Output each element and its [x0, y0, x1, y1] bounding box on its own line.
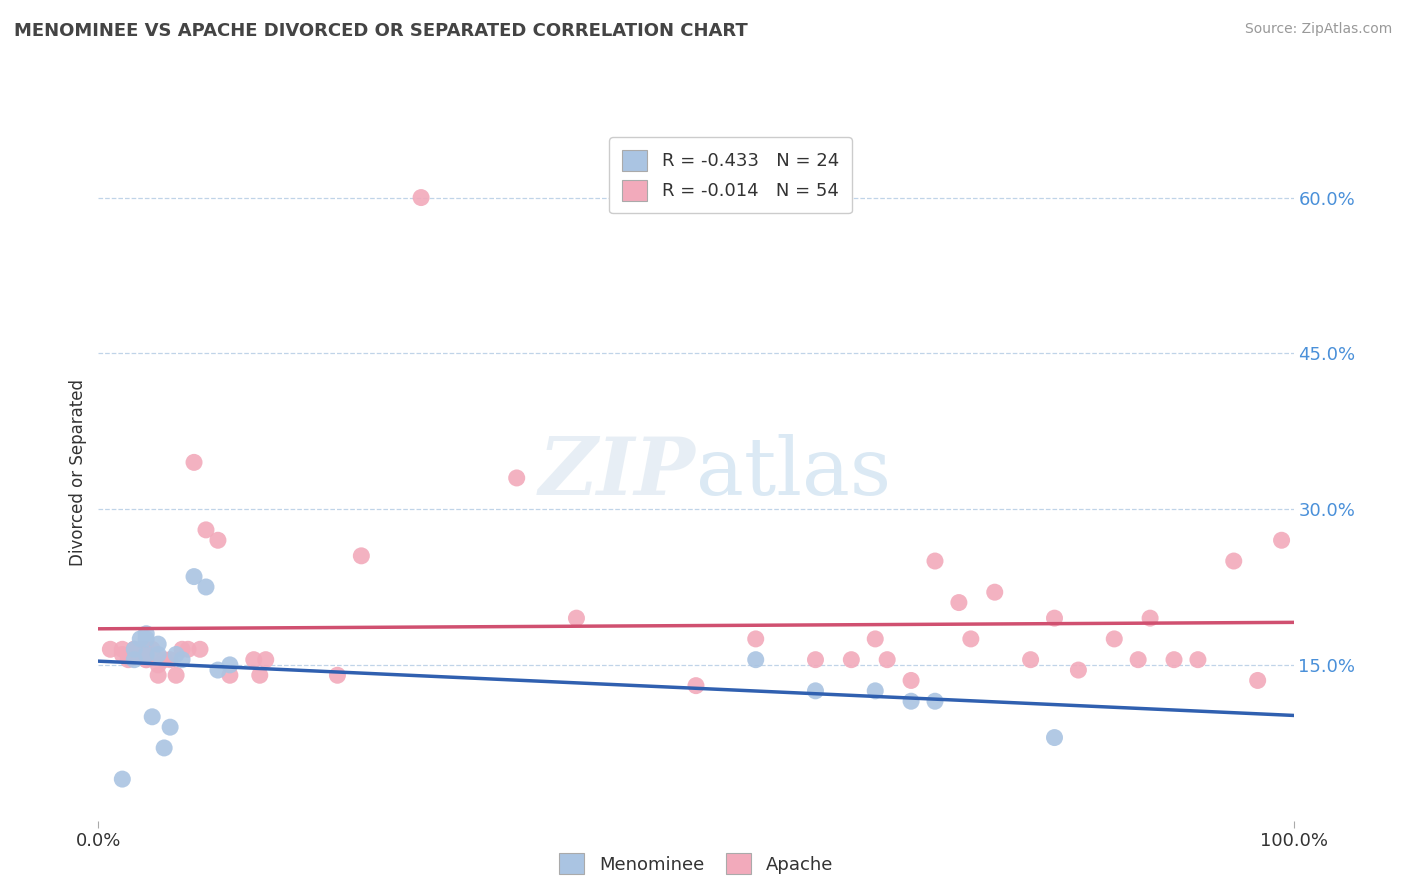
Point [117, 653, 139, 667]
Point [326, 668, 349, 682]
Point [1222, 554, 1246, 568]
Point [1139, 611, 1161, 625]
Point [172, 653, 194, 667]
Point [183, 455, 205, 469]
Point [1271, 533, 1294, 548]
Point [172, 642, 194, 657]
Point [841, 653, 863, 667]
Point [745, 653, 768, 667]
Point [350, 549, 373, 563]
Point [506, 471, 529, 485]
Point [188, 642, 211, 657]
Point [1102, 632, 1125, 646]
Point [1043, 611, 1066, 625]
Point [135, 626, 157, 640]
Point [135, 653, 157, 667]
Point [194, 523, 218, 537]
Point [177, 642, 200, 657]
Point [135, 648, 157, 662]
Text: Source: ZipAtlas.com: Source: ZipAtlas.com [1244, 22, 1392, 37]
Point [219, 657, 242, 672]
Point [111, 648, 134, 662]
Point [148, 668, 170, 682]
Point [111, 772, 134, 786]
Point [129, 642, 152, 657]
Point [685, 679, 707, 693]
Legend: Menominee, Apache: Menominee, Apache [553, 846, 839, 881]
Point [98, 642, 122, 657]
Point [876, 653, 898, 667]
Point [1019, 653, 1042, 667]
Point [900, 694, 922, 708]
Point [194, 580, 218, 594]
Text: ZIP: ZIP [538, 434, 696, 511]
Point [207, 663, 229, 677]
Point [1187, 653, 1209, 667]
Point [153, 741, 176, 756]
Point [900, 673, 922, 688]
Point [183, 569, 205, 583]
Point [411, 190, 433, 204]
Point [207, 533, 229, 548]
Point [1163, 653, 1185, 667]
Point [135, 653, 157, 667]
Point [243, 653, 266, 667]
Point [153, 653, 176, 667]
Point [141, 642, 163, 657]
Point [165, 668, 187, 682]
Point [124, 648, 146, 662]
Point [984, 585, 1007, 599]
Point [159, 720, 181, 734]
Point [863, 683, 887, 698]
Point [1128, 653, 1150, 667]
Point [924, 694, 946, 708]
Point [745, 632, 768, 646]
Point [863, 632, 887, 646]
Point [135, 642, 157, 657]
Point [254, 653, 277, 667]
Point [924, 554, 946, 568]
Point [219, 668, 242, 682]
Point [124, 642, 146, 657]
Point [804, 653, 827, 667]
Point [565, 611, 588, 625]
Text: atlas: atlas [696, 434, 891, 512]
Point [959, 632, 981, 646]
Point [1067, 663, 1090, 677]
Point [124, 642, 146, 657]
Text: MENOMINEE VS APACHE DIVORCED OR SEPARATED CORRELATION CHART: MENOMINEE VS APACHE DIVORCED OR SEPARATE… [14, 22, 748, 40]
Point [124, 653, 146, 667]
Point [165, 648, 187, 662]
Point [111, 642, 134, 657]
Point [804, 683, 827, 698]
Point [159, 653, 181, 667]
Point [135, 632, 157, 646]
Point [249, 668, 271, 682]
Point [124, 642, 146, 657]
Point [148, 657, 170, 672]
Point [1246, 673, 1268, 688]
Y-axis label: Divorced or Separated: Divorced or Separated [69, 379, 87, 566]
Point [148, 648, 170, 662]
Point [948, 596, 970, 610]
Point [129, 632, 152, 646]
Point [148, 637, 170, 651]
Point [1043, 731, 1066, 745]
Point [141, 710, 163, 724]
